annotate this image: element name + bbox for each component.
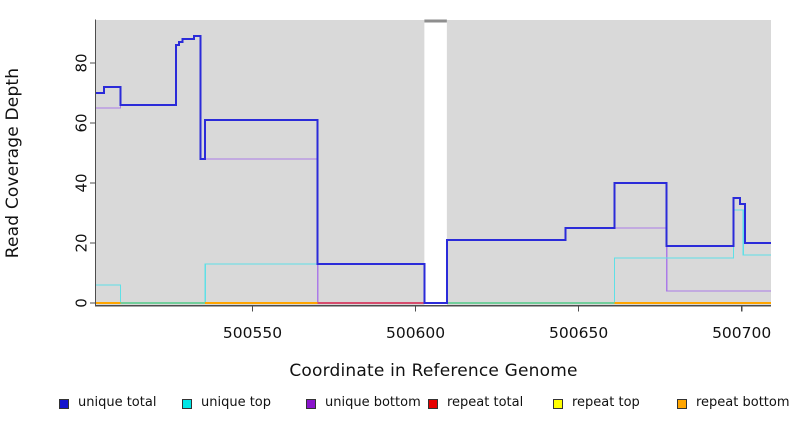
legend-label-repeat-total: repeat total xyxy=(447,395,524,410)
legend-label-unique-top: unique top xyxy=(201,395,272,410)
legend-label-repeat-bottom: repeat bottom xyxy=(696,395,790,410)
y-tick-label: 80 xyxy=(73,53,91,72)
chart-legend: unique total unique top unique bottom repea… xyxy=(0,394,792,418)
y-tick-label: 0 xyxy=(73,298,91,308)
x-tick-label: 500650 xyxy=(549,324,608,342)
x-tick-label: 500550 xyxy=(223,324,282,342)
y-tick-label: 20 xyxy=(73,233,91,252)
legend-swatch-unique-top xyxy=(182,399,192,409)
legend-swatch-unique-bottom xyxy=(306,399,316,409)
x-tick-label: 500600 xyxy=(386,324,445,342)
y-tick-label: 60 xyxy=(73,113,91,132)
x-axis-title: Coordinate in Reference Genome xyxy=(289,361,578,381)
y-tick-label: 40 xyxy=(73,173,91,192)
x-tick-label: 500700 xyxy=(712,324,771,342)
legend-label-unique-total: unique total xyxy=(78,395,157,410)
legend-swatch-repeat-top xyxy=(553,399,563,409)
legend-swatch-repeat-total xyxy=(428,399,438,409)
series-line-unique-total xyxy=(96,35,771,304)
legend-swatch-repeat-bottom xyxy=(677,399,687,409)
legend-label-repeat-top: repeat top xyxy=(572,395,640,410)
legend-label-unique-bottom: unique bottom xyxy=(325,395,421,410)
legend-swatch-unique-total xyxy=(59,399,69,409)
gap-mask xyxy=(424,20,447,305)
y-axis-title: Read Coverage Depth xyxy=(3,67,23,259)
gap-top-bar xyxy=(424,19,447,23)
